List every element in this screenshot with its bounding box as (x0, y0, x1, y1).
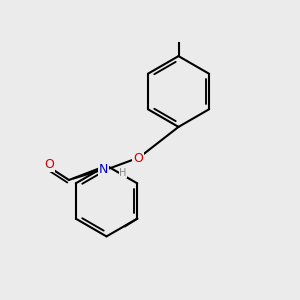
Text: H: H (119, 167, 127, 178)
Text: O: O (45, 158, 54, 171)
Text: N: N (99, 163, 108, 176)
Text: O: O (133, 152, 143, 165)
